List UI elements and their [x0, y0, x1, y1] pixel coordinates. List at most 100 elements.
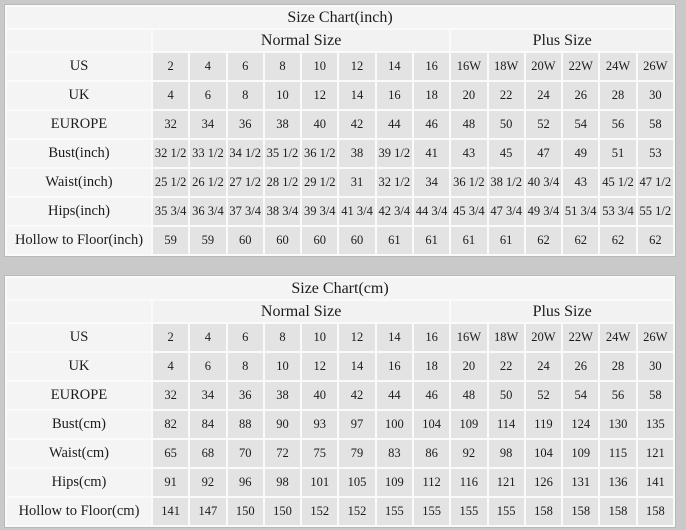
- size-value-cell: 36: [227, 111, 263, 138]
- size-value-cell: 22: [488, 82, 524, 109]
- size-value-cell: 22W: [563, 324, 599, 351]
- size-value-cell: 70: [227, 440, 263, 467]
- size-value-cell: 50: [488, 382, 524, 409]
- row-label: EUROPE: [7, 382, 151, 409]
- size-value-cell: 38: [264, 382, 301, 409]
- size-value-cell: 131: [563, 469, 599, 496]
- size-value-cell: 31: [339, 169, 375, 196]
- size-value-cell: 12: [302, 82, 338, 109]
- size-value-cell: 16W: [451, 53, 487, 80]
- size-value-cell: 30: [637, 82, 673, 109]
- size-chart-cm: Size Chart(cm) Normal Size Plus Size US 2 4 6 8…: [4, 275, 678, 528]
- size-value-cell: 14: [376, 53, 412, 80]
- table-row: Waist(inch) 25 1/2 26 1/2 27 1/2 28 1/2 29 1/…: [7, 169, 673, 196]
- chart-title-row: Size Chart(inch): [7, 7, 673, 28]
- size-value-cell: 39 1/2: [376, 140, 412, 167]
- size-value-cell: 62: [525, 227, 562, 254]
- size-value-cell: 46: [413, 111, 450, 138]
- size-value-cell: 62: [563, 227, 599, 254]
- size-value-cell: 42: [339, 111, 375, 138]
- chart-title: Size Chart(cm): [7, 278, 673, 299]
- size-value-cell: 18W: [488, 53, 524, 80]
- size-value-cell: 88: [227, 411, 263, 438]
- size-group-header: Plus Size: [451, 30, 673, 51]
- size-value-cell: 60: [264, 227, 301, 254]
- size-value-cell: 16: [413, 53, 450, 80]
- size-value-cell: 14: [376, 324, 412, 351]
- size-value-cell: 20: [451, 353, 487, 380]
- size-value-cell: 147: [190, 498, 226, 525]
- size-value-cell: 8: [227, 82, 263, 109]
- size-value-cell: 141: [637, 469, 673, 496]
- size-value-cell: 56: [600, 111, 636, 138]
- size-value-cell: 61: [413, 227, 450, 254]
- size-value-cell: 40 3/4: [525, 169, 562, 196]
- chart-title-row: Size Chart(cm): [7, 278, 673, 299]
- size-value-cell: 61: [451, 227, 487, 254]
- size-value-cell: 18: [413, 353, 450, 380]
- size-value-cell: 44 3/4: [413, 198, 450, 225]
- size-value-cell: 38 3/4: [264, 198, 301, 225]
- size-value-cell: 86: [413, 440, 450, 467]
- size-value-cell: 121: [488, 469, 524, 496]
- group-header-row: Normal Size Plus Size: [7, 301, 673, 322]
- size-value-cell: 155: [413, 498, 450, 525]
- size-value-cell: 56: [600, 382, 636, 409]
- size-value-cell: 62: [600, 227, 636, 254]
- size-value-cell: 119: [525, 411, 562, 438]
- row-label: US: [7, 53, 151, 80]
- size-value-cell: 60: [339, 227, 375, 254]
- size-value-cell: 46: [413, 382, 450, 409]
- chart-title: Size Chart(inch): [7, 7, 673, 28]
- row-label: EUROPE: [7, 111, 151, 138]
- size-value-cell: 112: [413, 469, 450, 496]
- size-value-cell: 45: [488, 140, 524, 167]
- row-label: Bust(inch): [7, 140, 151, 167]
- size-value-cell: 65: [153, 440, 189, 467]
- size-value-cell: 141: [153, 498, 189, 525]
- row-label: Hips(cm): [7, 469, 151, 496]
- row-label: Hips(inch): [7, 198, 151, 225]
- size-value-cell: 52: [525, 382, 562, 409]
- size-value-cell: 28: [600, 82, 636, 109]
- size-value-cell: 93: [302, 411, 338, 438]
- size-value-cell: 28 1/2: [264, 169, 301, 196]
- size-chart-inch: Size Chart(inch) Normal Size Plus Size US 2 4…: [4, 4, 678, 257]
- corner-cell: [7, 301, 151, 322]
- size-value-cell: 100: [376, 411, 412, 438]
- size-value-cell: 53 3/4: [600, 198, 636, 225]
- size-value-cell: 34 1/2: [227, 140, 263, 167]
- size-value-cell: 92: [451, 440, 487, 467]
- size-value-cell: 61: [488, 227, 524, 254]
- size-value-cell: 72: [264, 440, 301, 467]
- size-value-cell: 36 3/4: [190, 198, 226, 225]
- size-value-cell: 32: [153, 382, 189, 409]
- size-value-cell: 26: [563, 82, 599, 109]
- size-value-cell: 6: [227, 53, 263, 80]
- size-value-cell: 155: [451, 498, 487, 525]
- table-row: Hips(inch) 35 3/4 36 3/4 37 3/4 38 3/4 39 3/4…: [7, 198, 673, 225]
- size-value-cell: 32 1/2: [376, 169, 412, 196]
- size-value-cell: 22: [488, 353, 524, 380]
- row-label: UK: [7, 353, 151, 380]
- size-value-cell: 14: [339, 353, 375, 380]
- size-value-cell: 41 3/4: [339, 198, 375, 225]
- size-value-cell: 4: [190, 53, 226, 80]
- size-value-cell: 32: [153, 111, 189, 138]
- size-value-cell: 24W: [600, 324, 636, 351]
- size-value-cell: 45 3/4: [451, 198, 487, 225]
- size-value-cell: 84: [190, 411, 226, 438]
- size-value-cell: 6: [190, 82, 226, 109]
- size-value-cell: 26: [563, 353, 599, 380]
- size-value-cell: 58: [637, 382, 673, 409]
- size-value-cell: 30: [637, 353, 673, 380]
- size-value-cell: 18W: [488, 324, 524, 351]
- size-value-cell: 98: [264, 469, 301, 496]
- size-value-cell: 135: [637, 411, 673, 438]
- size-value-cell: 37 3/4: [227, 198, 263, 225]
- size-value-cell: 55 1/2: [637, 198, 673, 225]
- size-value-cell: 126: [525, 469, 562, 496]
- size-chart-table: Size Chart(cm) Normal Size Plus Size US 2 4 6 8…: [4, 275, 676, 528]
- size-value-cell: 136: [600, 469, 636, 496]
